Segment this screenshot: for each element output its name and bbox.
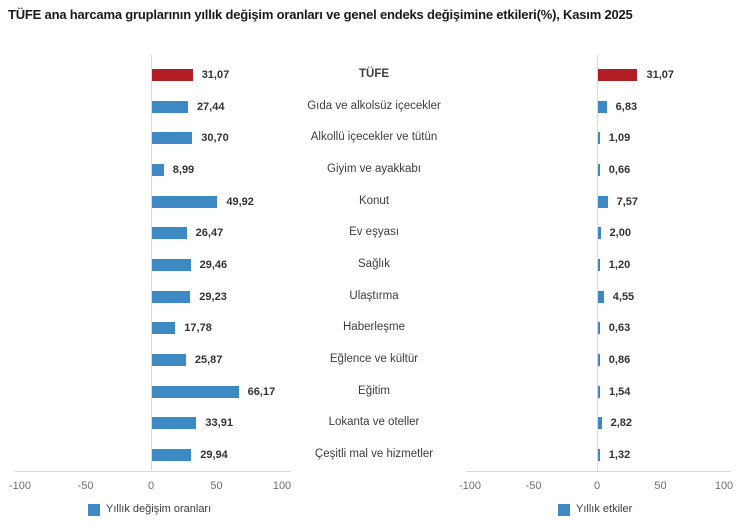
category-label: Eğlence ve kültür — [329, 353, 419, 366]
value-bar — [598, 290, 604, 303]
legend-swatch-blue — [558, 503, 570, 516]
category-label: Ev eşyası — [349, 226, 399, 239]
value-bar — [598, 354, 600, 367]
x-axis-tick-label: 0 — [593, 480, 601, 492]
value-label: 8,99 — [172, 164, 195, 176]
value-label: 31,07 — [646, 69, 674, 81]
value-bar — [152, 227, 187, 240]
category-label: Lokanta ve oteller — [328, 416, 420, 429]
value-bar — [152, 69, 193, 81]
value-label: 29,23 — [199, 290, 227, 303]
category-label: Eğitim — [358, 384, 390, 397]
value-label: 30,70 — [201, 132, 229, 145]
x-axis-line — [466, 471, 731, 472]
x-axis-tick-label: -50 — [77, 480, 94, 492]
value-label: 0,63 — [608, 322, 631, 335]
category-label: Haberleşme — [343, 321, 405, 334]
value-bar — [598, 322, 600, 335]
x-axis-tick-label: 100 — [714, 480, 734, 492]
value-label: 33,91 — [205, 417, 233, 430]
value-bar — [598, 164, 600, 176]
value-bar — [152, 195, 218, 208]
x-axis-tick-label: -100 — [458, 480, 482, 492]
value-label: 1,54 — [608, 385, 631, 398]
x-axis-tick-label: 50 — [210, 480, 223, 492]
value-bar — [152, 259, 191, 272]
category-label: Konut — [358, 194, 390, 207]
value-label: 0,86 — [608, 354, 631, 367]
value-bar — [598, 449, 600, 462]
x-axis-tick-label: 0 — [147, 480, 155, 492]
value-label: 2,82 — [610, 417, 632, 430]
category-label: Gıda ve alkolsüz içecekler — [307, 99, 441, 112]
x-axis-line — [15, 471, 291, 472]
value-bar — [598, 100, 607, 113]
value-bar — [598, 385, 600, 398]
value-bar — [598, 195, 608, 208]
legend-annual-change: Yıllık değişim oranları — [88, 503, 211, 516]
value-bar — [152, 322, 176, 335]
value-label: 49,92 — [226, 195, 254, 208]
value-bar — [598, 259, 600, 272]
value-bar — [598, 417, 602, 430]
legend-annual-effects: Yıllık etkiler — [558, 503, 632, 516]
value-label: 7,57 — [616, 195, 639, 208]
legend-label: Yıllık değişim oranları — [106, 503, 212, 515]
value-bar — [152, 449, 192, 462]
value-bar — [152, 354, 186, 367]
x-axis-tick-label: -50 — [525, 480, 542, 492]
category-label: Ulaştırma — [349, 289, 399, 302]
category-label: TÜFE — [358, 68, 390, 80]
value-label: 31,07 — [201, 69, 230, 81]
category-label: Sağlık — [358, 258, 390, 271]
value-bar — [152, 417, 197, 430]
value-label: 4,55 — [612, 290, 635, 303]
legend-label: Yıllık etkiler — [576, 503, 633, 515]
value-bar — [152, 385, 239, 398]
value-label: 1,20 — [608, 259, 631, 272]
value-label: 0,66 — [608, 164, 631, 176]
zero-baseline — [151, 55, 152, 471]
value-label: 66,17 — [247, 385, 276, 398]
value-label: 29,94 — [200, 449, 228, 462]
value-label: 27,44 — [196, 100, 225, 113]
category-label: Giyim ve ayakkabı — [327, 163, 421, 175]
category-label: Alkollü içecekler ve tütün — [310, 131, 438, 144]
value-bar — [598, 132, 600, 145]
x-axis-tick-label: 100 — [272, 480, 292, 492]
value-bar — [152, 100, 188, 113]
value-bar — [152, 132, 193, 145]
value-label: 1,09 — [608, 132, 631, 145]
category-label: Çeşitli mal ve hizmetler — [314, 448, 434, 461]
x-axis-tick-label: -100 — [8, 480, 32, 492]
zero-baseline — [597, 55, 598, 471]
value-bar — [152, 290, 191, 303]
x-axis-tick-label: 50 — [654, 480, 667, 492]
value-bar — [152, 164, 164, 176]
chart-title: TÜFE ana harcama gruplarının yıllık deği… — [8, 7, 633, 22]
value-label: 26,47 — [195, 227, 224, 240]
value-bar — [598, 227, 601, 240]
legend-swatch-blue — [88, 503, 100, 516]
value-label: 25,87 — [194, 354, 223, 367]
value-label: 17,78 — [184, 322, 212, 335]
value-label: 1,32 — [608, 449, 631, 462]
value-label: 29,46 — [199, 259, 228, 272]
value-bar — [598, 69, 638, 81]
value-label: 2,00 — [609, 227, 631, 240]
value-label: 6,83 — [615, 100, 638, 113]
